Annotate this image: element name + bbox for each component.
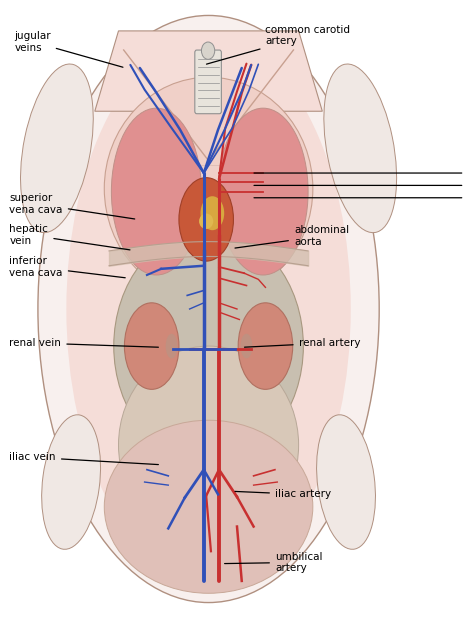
Ellipse shape	[66, 37, 351, 581]
Ellipse shape	[124, 303, 179, 389]
Text: inferior
vena cava: inferior vena cava	[9, 256, 125, 277]
Text: renal vein: renal vein	[9, 338, 158, 348]
Polygon shape	[95, 31, 322, 111]
Ellipse shape	[324, 64, 397, 232]
FancyBboxPatch shape	[195, 50, 221, 114]
Text: iliac artery: iliac artery	[235, 489, 331, 499]
Ellipse shape	[218, 108, 308, 275]
Text: superior
vena cava: superior vena cava	[9, 193, 135, 219]
Ellipse shape	[317, 415, 375, 549]
Ellipse shape	[179, 178, 233, 261]
Text: hepatic
vein: hepatic vein	[9, 224, 130, 250]
Ellipse shape	[165, 334, 178, 358]
Ellipse shape	[38, 15, 379, 603]
Text: renal artery: renal artery	[245, 338, 360, 348]
Ellipse shape	[240, 334, 252, 358]
Text: jugular
veins: jugular veins	[14, 31, 123, 67]
Ellipse shape	[114, 229, 303, 464]
Text: umbilical
artery: umbilical artery	[225, 552, 322, 573]
Ellipse shape	[104, 420, 313, 593]
Text: iliac vein: iliac vein	[9, 452, 158, 465]
Ellipse shape	[104, 77, 313, 300]
Circle shape	[201, 42, 215, 59]
Ellipse shape	[42, 415, 100, 549]
Ellipse shape	[199, 214, 213, 229]
Text: abdominal
aorta: abdominal aorta	[235, 226, 349, 248]
Text: common carotid
artery: common carotid artery	[207, 25, 350, 64]
Ellipse shape	[201, 197, 224, 231]
Ellipse shape	[118, 346, 299, 544]
Ellipse shape	[111, 108, 201, 275]
Ellipse shape	[20, 64, 93, 232]
Ellipse shape	[238, 303, 292, 389]
